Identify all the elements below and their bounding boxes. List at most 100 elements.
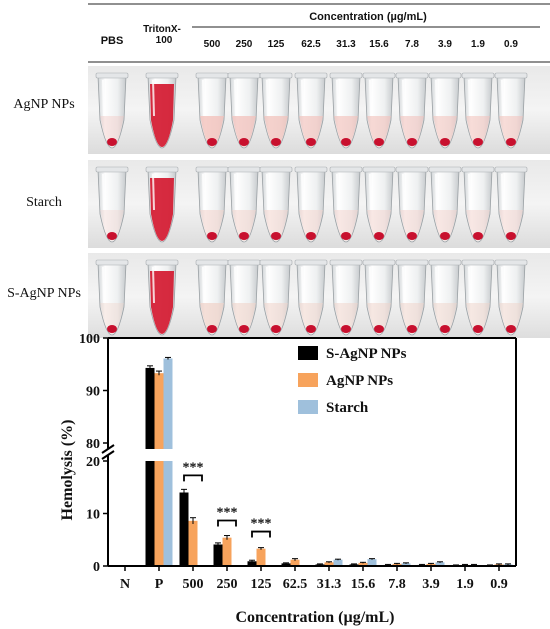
legend-label: AgNP NPs [326, 373, 393, 389]
tube-rim [259, 72, 293, 79]
header-concentration-10: 0.9 [504, 39, 518, 50]
tube-rim [494, 259, 528, 266]
x-tick-label: 500 [183, 577, 204, 592]
tube-highlight [402, 173, 405, 211]
tube-pellet [506, 138, 516, 146]
tube-rim [329, 72, 363, 79]
tube-pellet [107, 325, 117, 333]
tube-rim [461, 259, 495, 266]
tube-row-1: AgNP NPs [13, 66, 550, 154]
tube-highlight [234, 79, 237, 117]
tube-rim [227, 259, 261, 266]
tube-pellet [271, 325, 281, 333]
tube [428, 72, 462, 149]
tube [428, 166, 462, 243]
tube [95, 72, 129, 149]
tube-highlight [369, 79, 372, 117]
tube-pellet [239, 232, 249, 240]
tube-rim [227, 166, 261, 173]
header-concentration-8: 3.9 [438, 39, 452, 50]
tube [461, 166, 495, 243]
tube-highlight [336, 79, 339, 117]
tube-highlight [102, 173, 105, 211]
tube-pellet [239, 325, 249, 333]
tube-highlight [336, 266, 339, 304]
tube-pellet [440, 232, 450, 240]
tube-supernatant [200, 210, 224, 241]
tube [145, 259, 179, 336]
tube-rim [428, 259, 462, 266]
y-tick-label: 10 [86, 508, 100, 523]
row-label: S-AgNP NPs [7, 286, 81, 301]
tube-pellet [506, 325, 516, 333]
tube-highlight [336, 173, 339, 211]
tube [494, 259, 528, 336]
x-tick-label: N [120, 577, 130, 592]
tube-supernatant [334, 116, 358, 147]
bar-s-agnp-nps [281, 563, 291, 566]
tube [362, 259, 396, 336]
bar-agnp-nps [256, 548, 266, 566]
tube-highlight [152, 173, 155, 211]
tube [145, 166, 179, 243]
bar-s-agnp-nps [145, 367, 155, 449]
tube-rim [395, 166, 429, 173]
tube-highlight [266, 266, 269, 304]
tube-pellet [207, 325, 217, 333]
header-triton-line2: 100 [156, 35, 173, 46]
bar-starch [435, 562, 445, 566]
tube [95, 166, 129, 243]
tube-pellet [271, 232, 281, 240]
tube-supernatant [264, 303, 288, 334]
tube-pellet [107, 232, 117, 240]
header-concentration-5: 31.3 [336, 39, 356, 50]
axis-break-mark [101, 450, 115, 460]
y-tick-label: 100 [79, 332, 100, 347]
tube-supernatant [367, 303, 391, 334]
bar-agnp-nps [426, 563, 436, 566]
header-concentration-9: 1.9 [471, 39, 485, 50]
tube-rim [259, 166, 293, 173]
tube-rim [329, 259, 363, 266]
tube [395, 259, 429, 336]
tube-highlight [102, 266, 105, 304]
significance-bracket [251, 530, 271, 538]
tube-supernatant [264, 210, 288, 241]
bar-s-agnp-nps [213, 544, 223, 566]
tube-lysate [150, 178, 174, 241]
tube-supernatant [334, 210, 358, 241]
tube-pellet [341, 232, 351, 240]
axis-break-mark [101, 444, 115, 454]
tube-rim [294, 166, 328, 173]
tube-rim [294, 259, 328, 266]
tube-supernatant [200, 116, 224, 147]
tube-rim [145, 259, 179, 266]
tube-highlight [435, 266, 438, 304]
tube-pellet [440, 325, 450, 333]
tube-highlight [266, 79, 269, 117]
tube-highlight [266, 173, 269, 211]
y-axis-title: Hemolysis (%) [59, 420, 76, 521]
x-tick-label: 1.9 [456, 577, 474, 592]
significance-label: *** [183, 460, 204, 475]
tube-highlight [501, 173, 504, 211]
header-concentration-3: 125 [268, 39, 285, 50]
tube [195, 72, 229, 149]
tube-supernatant [232, 116, 256, 147]
tube-rim [395, 259, 429, 266]
tube-pellet [271, 138, 281, 146]
tube-supernatant [100, 210, 124, 241]
tube-rim [145, 166, 179, 173]
tube-highlight [501, 266, 504, 304]
tube-rim [461, 166, 495, 173]
legend-label: Starch [326, 400, 369, 416]
x-axis-title: Concentration (µg/mL) [236, 609, 395, 626]
tube-rim [227, 72, 261, 79]
x-tick-label: 125 [251, 577, 272, 592]
bar-s-agnp-nps [247, 561, 257, 566]
bar-agnp-nps [392, 563, 402, 566]
tube-body [97, 75, 127, 149]
tube-supernatant [200, 303, 224, 334]
significance-bracket [183, 474, 203, 482]
tube-pellet [473, 232, 483, 240]
